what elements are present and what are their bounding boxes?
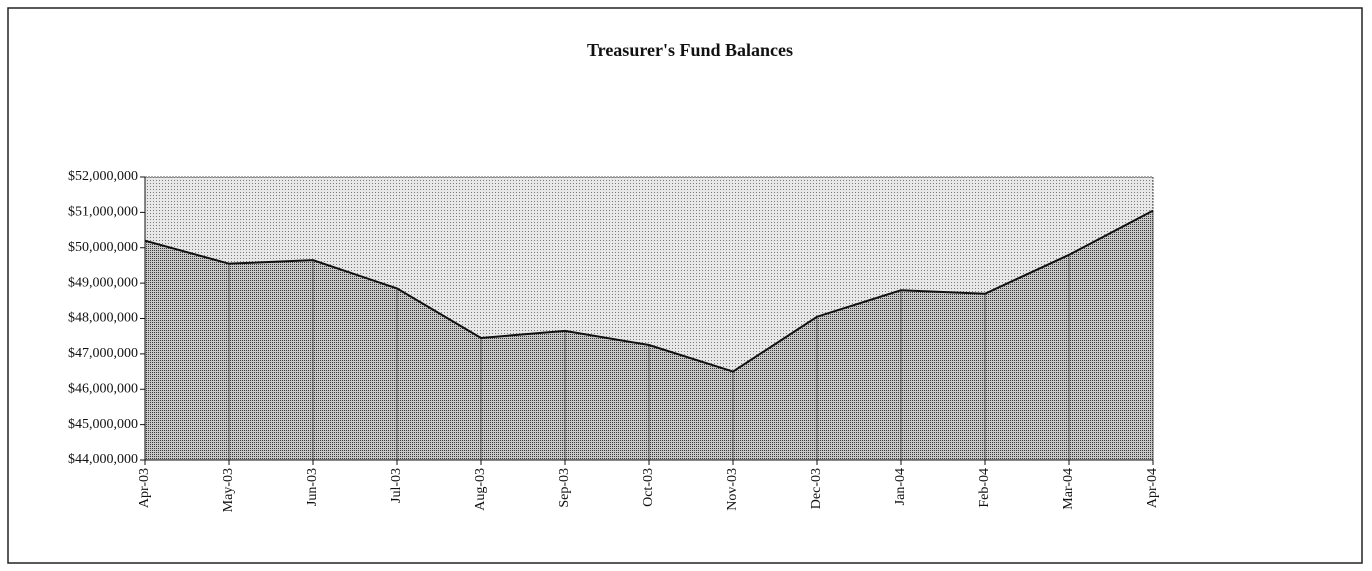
x-tick-label: Apr-03 [137, 468, 152, 508]
x-tick-label: Dec-03 [809, 468, 824, 509]
y-tick-label: $48,000,000 [68, 311, 138, 326]
x-tick-label: Nov-03 [725, 468, 740, 511]
x-tick-label: May-03 [221, 468, 236, 512]
x-tick-label: Apr-04 [1145, 468, 1160, 508]
area-line [144, 209, 1154, 373]
x-tick-label: Oct-03 [641, 468, 656, 507]
x-tick-label: Aug-03 [473, 468, 488, 511]
y-tick-label: $52,000,000 [68, 169, 138, 184]
x-tick-label: Feb-04 [977, 468, 992, 508]
x-tick-label: Mar-04 [1061, 468, 1076, 510]
chart-title: Treasurer's Fund Balances [587, 40, 793, 60]
y-tick-label: $45,000,000 [68, 417, 138, 432]
y-tick-label: $47,000,000 [68, 346, 138, 361]
y-tick-label: $44,000,000 [68, 452, 138, 467]
x-tick-label: Jun-03 [305, 468, 320, 506]
y-tick-label: $46,000,000 [68, 381, 138, 396]
y-tick-label: $50,000,000 [68, 240, 138, 255]
y-tick-label: $51,000,000 [68, 205, 138, 220]
x-tick-label: Jan-04 [893, 468, 908, 505]
y-tick-label: $49,000,000 [68, 275, 138, 290]
x-tick-label: Jul-03 [389, 468, 404, 503]
x-tick-label: Sep-03 [557, 468, 572, 508]
